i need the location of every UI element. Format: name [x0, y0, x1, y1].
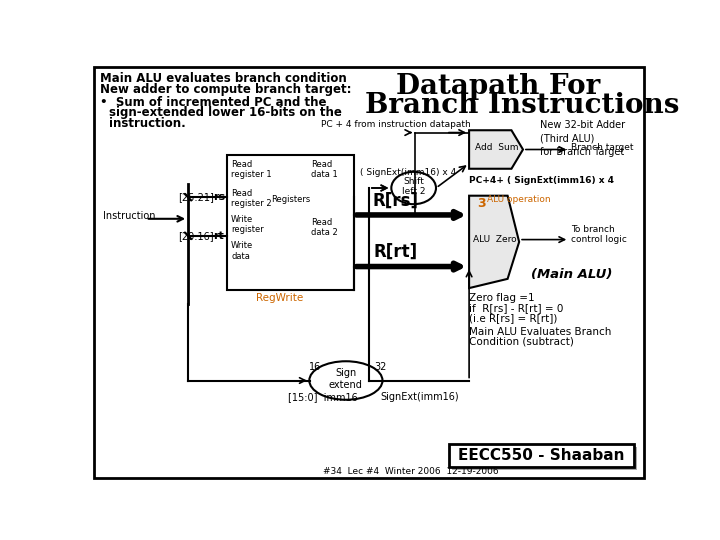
Text: PC + 4 from instruction datapath: PC + 4 from instruction datapath: [321, 120, 471, 130]
Text: •  Sum of incremented PC and the: • Sum of incremented PC and the: [99, 96, 326, 109]
Text: New adder to compute branch target:: New adder to compute branch target:: [99, 83, 351, 96]
Text: R[rt]: R[rt]: [374, 243, 418, 261]
Text: rs: rs: [213, 192, 225, 202]
Bar: [452, 447, 637, 470]
Text: Condition (subtract): Condition (subtract): [469, 336, 574, 347]
Text: (Main ALU): (Main ALU): [531, 268, 612, 281]
Text: Shift
left 2: Shift left 2: [402, 177, 426, 196]
Text: Registers: Registers: [271, 195, 310, 204]
Polygon shape: [469, 130, 523, 168]
Text: Read
data 2: Read data 2: [311, 218, 338, 238]
Text: 3: 3: [477, 197, 485, 210]
Text: ALU  Zero: ALU Zero: [473, 235, 516, 244]
Text: sign-extended lower 16-bits on the: sign-extended lower 16-bits on the: [109, 106, 341, 119]
Text: Zero flag =1: Zero flag =1: [469, 294, 535, 303]
Text: if  R[rs] - R[rt] = 0: if R[rs] - R[rt] = 0: [469, 303, 564, 314]
Bar: [227, 155, 354, 289]
Text: Branch Instructions: Branch Instructions: [365, 92, 680, 119]
Text: ALU operation: ALU operation: [487, 195, 550, 204]
Text: (i.e R[rs] = R[rt]): (i.e R[rs] = R[rt]): [469, 314, 557, 323]
Text: 16: 16: [309, 362, 321, 372]
Text: #34  Lec #4  Winter 2006  12-19-2006: #34 Lec #4 Winter 2006 12-19-2006: [323, 467, 498, 476]
Text: [15:0]  imm16: [15:0] imm16: [288, 393, 358, 402]
Text: [25:21]: [25:21]: [178, 192, 214, 202]
Ellipse shape: [310, 361, 382, 400]
Text: RegWrite: RegWrite: [256, 293, 303, 303]
Polygon shape: [469, 195, 519, 288]
Text: Instruction: Instruction: [104, 212, 156, 221]
Text: PC+4+ ( SignExt(imm16) x 4: PC+4+ ( SignExt(imm16) x 4: [469, 177, 614, 185]
Ellipse shape: [392, 172, 436, 204]
Text: Datapath For: Datapath For: [396, 72, 600, 99]
Text: To branch
control logic: To branch control logic: [571, 225, 626, 244]
Text: New 32-bit Adder
(Third ALU)
for Branch Target: New 32-bit Adder (Third ALU) for Branch …: [540, 120, 625, 157]
Text: Branch target: Branch target: [571, 143, 634, 152]
Text: 32: 32: [374, 362, 387, 372]
Text: Main ALU evaluates branch condition: Main ALU evaluates branch condition: [99, 72, 346, 85]
Text: Read
register 2: Read register 2: [231, 189, 271, 208]
Text: Write
data: Write data: [231, 241, 253, 260]
Bar: [449, 444, 634, 467]
Text: EECC550 - Shaaban: EECC550 - Shaaban: [458, 448, 625, 463]
Text: rt: rt: [213, 231, 224, 241]
Text: instruction.: instruction.: [109, 117, 186, 130]
Text: Write
register: Write register: [231, 215, 264, 234]
Text: R[rs]: R[rs]: [373, 192, 419, 210]
Text: Add  Sum: Add Sum: [475, 144, 518, 152]
Text: Read
data 1: Read data 1: [311, 159, 338, 179]
Text: ( SignExt(imm16) x 4: ( SignExt(imm16) x 4: [360, 168, 456, 177]
Text: Main ALU Evaluates Branch: Main ALU Evaluates Branch: [469, 327, 611, 336]
Text: Sign
extend: Sign extend: [329, 368, 363, 390]
Text: SignExt(imm16): SignExt(imm16): [381, 393, 459, 402]
Text: Read
register 1: Read register 1: [231, 159, 271, 179]
Text: [20:16]: [20:16]: [178, 231, 214, 241]
